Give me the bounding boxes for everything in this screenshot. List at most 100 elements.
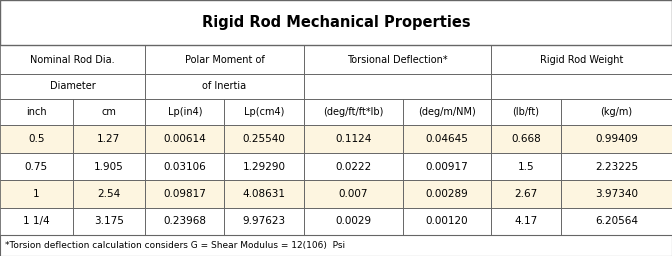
Bar [0,74,145,99]
Text: 0.25540: 0.25540 [243,134,286,144]
Bar [304,180,403,208]
Text: Lp(in4): Lp(in4) [167,107,202,117]
Bar [73,153,145,180]
Bar [73,153,145,180]
Bar [491,153,561,180]
Bar [145,74,304,99]
Bar [403,125,491,153]
Bar [224,208,304,235]
Bar [491,74,672,99]
Bar [403,180,491,208]
Text: Rigid Rod Mechanical Properties: Rigid Rod Mechanical Properties [202,15,470,30]
Bar [73,99,145,125]
Bar [145,125,224,153]
Bar [491,208,561,235]
Text: (deg/m/NM): (deg/m/NM) [418,107,476,117]
Bar [403,99,491,125]
Bar [491,125,561,153]
Text: 0.1124: 0.1124 [335,134,372,144]
Bar [0,153,73,180]
Bar [304,74,491,99]
Text: 0.5: 0.5 [28,134,44,144]
Bar [0,208,73,235]
Bar [491,208,561,235]
Bar [304,125,403,153]
Bar [224,180,304,208]
Bar [491,125,561,153]
Bar [145,74,304,99]
Bar [561,153,672,180]
Bar [73,125,145,153]
Bar [224,125,304,153]
Bar [145,45,304,74]
Bar [403,99,491,125]
Text: 1 1/4: 1 1/4 [23,216,50,226]
Bar [304,45,491,74]
Text: 2.23225: 2.23225 [595,162,638,172]
Text: 1: 1 [33,189,40,199]
Bar [73,180,145,208]
Text: Rigid Rod Weight: Rigid Rod Weight [540,55,623,65]
Text: Polar Moment of: Polar Moment of [185,55,264,65]
Text: 0.00614: 0.00614 [163,134,206,144]
Bar [403,125,491,153]
Text: 0.75: 0.75 [25,162,48,172]
Bar [145,99,224,125]
Bar [224,208,304,235]
Bar [0,45,145,74]
Text: 9.97623: 9.97623 [243,216,286,226]
Bar [224,153,304,180]
Text: 4.08631: 4.08631 [243,189,286,199]
Text: 0.00120: 0.00120 [425,216,468,226]
Bar [0,74,145,99]
Text: 0.007: 0.007 [339,189,368,199]
Bar [304,180,403,208]
Text: 2.67: 2.67 [514,189,538,199]
Bar [491,45,672,74]
Bar [304,74,491,99]
Bar [561,180,672,208]
Bar [145,99,224,125]
Bar [0,99,73,125]
Bar [0,153,73,180]
Text: 0.0029: 0.0029 [335,216,372,226]
Text: Diameter: Diameter [50,81,95,91]
Bar [0,235,672,256]
Text: 0.23968: 0.23968 [163,216,206,226]
Bar [0,125,73,153]
Text: 0.0222: 0.0222 [335,162,372,172]
Text: Torsional Deflection*: Torsional Deflection* [347,55,448,65]
Bar [224,153,304,180]
Text: 6.20564: 6.20564 [595,216,638,226]
Bar [224,125,304,153]
Bar [145,180,224,208]
Bar [304,45,491,74]
Bar [304,153,403,180]
Bar [145,153,224,180]
Bar [304,125,403,153]
Text: 1.27: 1.27 [97,134,120,144]
Bar [561,208,672,235]
Bar [561,99,672,125]
Bar [224,180,304,208]
Text: (lb/ft): (lb/ft) [512,107,540,117]
Text: 0.668: 0.668 [511,134,541,144]
Text: *Torsion deflection calculation considers G = Shear Modulus = 12(106)  Psi: *Torsion deflection calculation consider… [5,241,345,250]
Text: Lp(cm4): Lp(cm4) [244,107,284,117]
Bar [73,125,145,153]
Bar [304,208,403,235]
Bar [304,153,403,180]
Text: 3.175: 3.175 [94,216,124,226]
Bar [0,125,73,153]
Bar [561,208,672,235]
Bar [304,99,403,125]
Text: inch: inch [26,107,46,117]
Bar [491,74,672,99]
Bar [0,180,73,208]
Text: 2.54: 2.54 [97,189,120,199]
Text: 1.5: 1.5 [517,162,534,172]
Bar [491,99,561,125]
Bar [304,99,403,125]
Text: 3.97340: 3.97340 [595,189,638,199]
Bar [491,99,561,125]
